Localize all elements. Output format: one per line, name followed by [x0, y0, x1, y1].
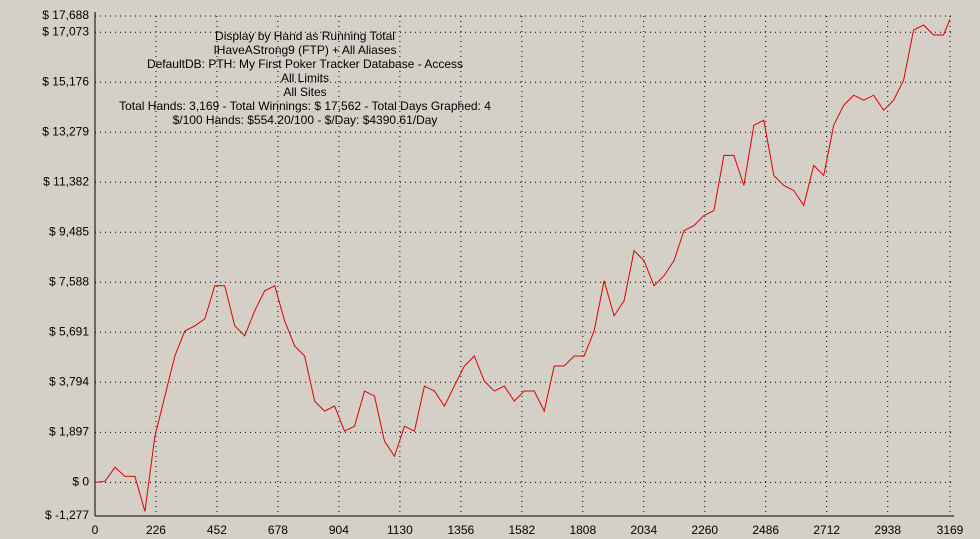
y-tick-label: $ 0 — [72, 475, 89, 489]
y-tick-label: $ -1,277 — [45, 508, 89, 522]
y-tick-label: $ 11,382 — [43, 174, 89, 188]
chart-title: All Limits — [281, 71, 329, 85]
chart-title: $/100 Hands: $554.20/100 - $/Day: $4390.… — [173, 113, 438, 127]
y-tick-label: $ 9,485 — [49, 224, 89, 238]
y-tick-label: $ 7,588 — [49, 274, 89, 288]
x-tick-label: 2260 — [691, 523, 718, 537]
y-tick-label: $ 17,688 — [42, 8, 89, 22]
x-tick-label: 1130 — [387, 523, 413, 537]
y-tick-label: $ 1,897 — [49, 424, 89, 438]
x-tick-label: 1582 — [508, 523, 535, 537]
x-tick-label: 1356 — [447, 523, 474, 537]
x-tick-label: 2938 — [874, 523, 901, 537]
chart-title: Total Hands: 3,169 - Total Winnings: $ 1… — [119, 99, 491, 113]
y-tick-label: $ 15,176 — [42, 74, 89, 88]
chart-title: Display by Hand as Running Total — [215, 29, 395, 43]
x-tick-label: 2712 — [813, 523, 840, 537]
x-tick-label: 904 — [329, 523, 349, 537]
x-tick-label: 2486 — [752, 523, 779, 537]
chart-title: DefaultDB: PTH: My First Poker Tracker D… — [147, 57, 463, 71]
y-tick-label: $ 13,279 — [42, 124, 89, 138]
x-tick-label: 0 — [92, 523, 99, 537]
y-tick-label: $ 5,691 — [49, 324, 89, 338]
data-line — [94, 19, 951, 512]
chart-title: IHaveAStrong9 (FTP) + All Aliases — [213, 43, 396, 57]
x-tick-label: 452 — [207, 523, 227, 537]
chart-title: All Sites — [283, 85, 326, 99]
x-tick-label: 1808 — [569, 523, 596, 537]
x-tick-label: 226 — [146, 523, 166, 537]
x-tick-label: 678 — [268, 523, 288, 537]
y-tick-label: $ 3,794 — [49, 374, 89, 388]
y-tick-label: $ 17,073 — [42, 24, 89, 38]
x-tick-label: 2034 — [630, 523, 657, 537]
x-tick-label: 3169 — [937, 523, 964, 537]
